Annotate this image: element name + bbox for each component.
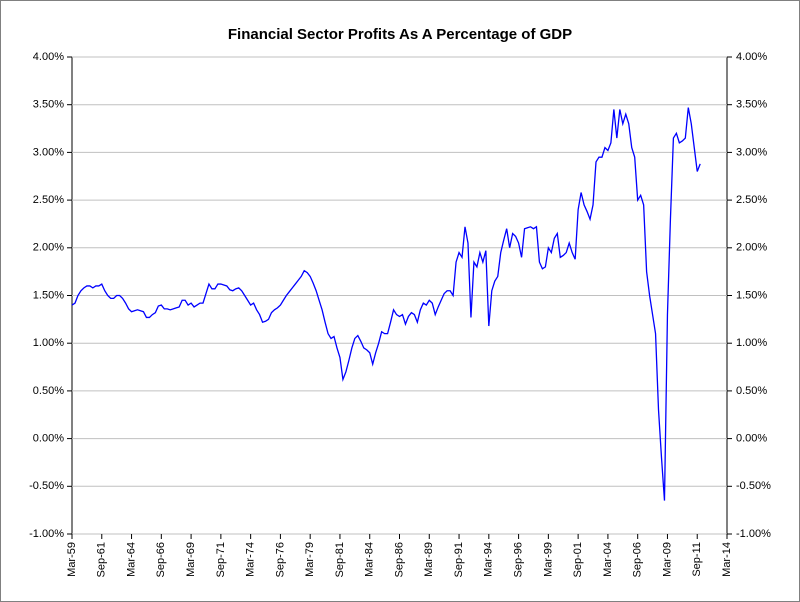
chart-title: Financial Sector Profits As A Percentage… xyxy=(228,26,572,43)
y2-tick-label: -0.50% xyxy=(736,480,771,492)
y-tick-label: 3.50% xyxy=(33,99,64,111)
x-tick-label: Mar-94 xyxy=(483,542,495,577)
y-tick-label: 2.00% xyxy=(33,242,64,254)
x-tick-label: Sep-06 xyxy=(632,542,644,577)
y2-tick-label: 2.00% xyxy=(736,242,767,254)
x-tick-label: Mar-14 xyxy=(721,542,733,577)
y2-tick-label: -1.00% xyxy=(736,528,771,540)
y-tick-label: -1.00% xyxy=(29,528,64,540)
y2-tick-label: 0.50% xyxy=(736,385,767,397)
x-tick-label: Sep-76 xyxy=(274,542,286,577)
x-tick-label: Sep-91 xyxy=(453,542,465,577)
y2-tick-label: 3.50% xyxy=(736,99,767,111)
data-line xyxy=(71,107,701,501)
y-tick-label: 1.50% xyxy=(33,289,64,301)
x-tick-label: Sep-01 xyxy=(572,542,584,577)
x-tick-label: Mar-74 xyxy=(245,542,257,577)
x-tick-label: Sep-61 xyxy=(96,542,108,577)
x-tick-label: Mar-84 xyxy=(364,542,376,577)
x-tick-label: Sep-81 xyxy=(334,542,346,577)
x-tick-label: Sep-71 xyxy=(215,542,227,577)
x-tick-label: Mar-04 xyxy=(602,542,614,577)
x-tick-label: Sep-86 xyxy=(393,542,405,577)
y-tick-label: 2.50% xyxy=(33,194,64,206)
x-tick-label: Sep-11 xyxy=(691,542,703,577)
y-tick-label: 0.00% xyxy=(33,433,64,445)
x-tick-label: Mar-99 xyxy=(542,542,554,577)
y2-tick-label: 1.00% xyxy=(736,337,767,349)
x-tick-label: Mar-79 xyxy=(304,542,316,577)
x-tick-label: Mar-69 xyxy=(185,542,197,577)
y-tick-label: 0.50% xyxy=(33,385,64,397)
y2-tick-label: 1.50% xyxy=(736,289,767,301)
y-tick-label: 1.00% xyxy=(33,337,64,349)
y-tick-label: 3.00% xyxy=(33,146,64,158)
x-tick-label: Mar-09 xyxy=(661,542,673,577)
x-tick-label: Mar-89 xyxy=(423,542,435,577)
x-tick-label: Mar-64 xyxy=(125,542,137,577)
y2-tick-label: 4.00% xyxy=(736,51,767,63)
x-tick-label: Mar-59 xyxy=(66,542,78,577)
x-tick-label: Sep-96 xyxy=(512,542,524,577)
y2-tick-label: 3.00% xyxy=(736,146,767,158)
y2-tick-label: 2.50% xyxy=(736,194,767,206)
y2-tick-label: 0.00% xyxy=(736,433,767,445)
y-tick-label: 4.00% xyxy=(33,51,64,63)
y-tick-label: -0.50% xyxy=(29,480,64,492)
x-tick-label: Sep-66 xyxy=(155,542,167,577)
